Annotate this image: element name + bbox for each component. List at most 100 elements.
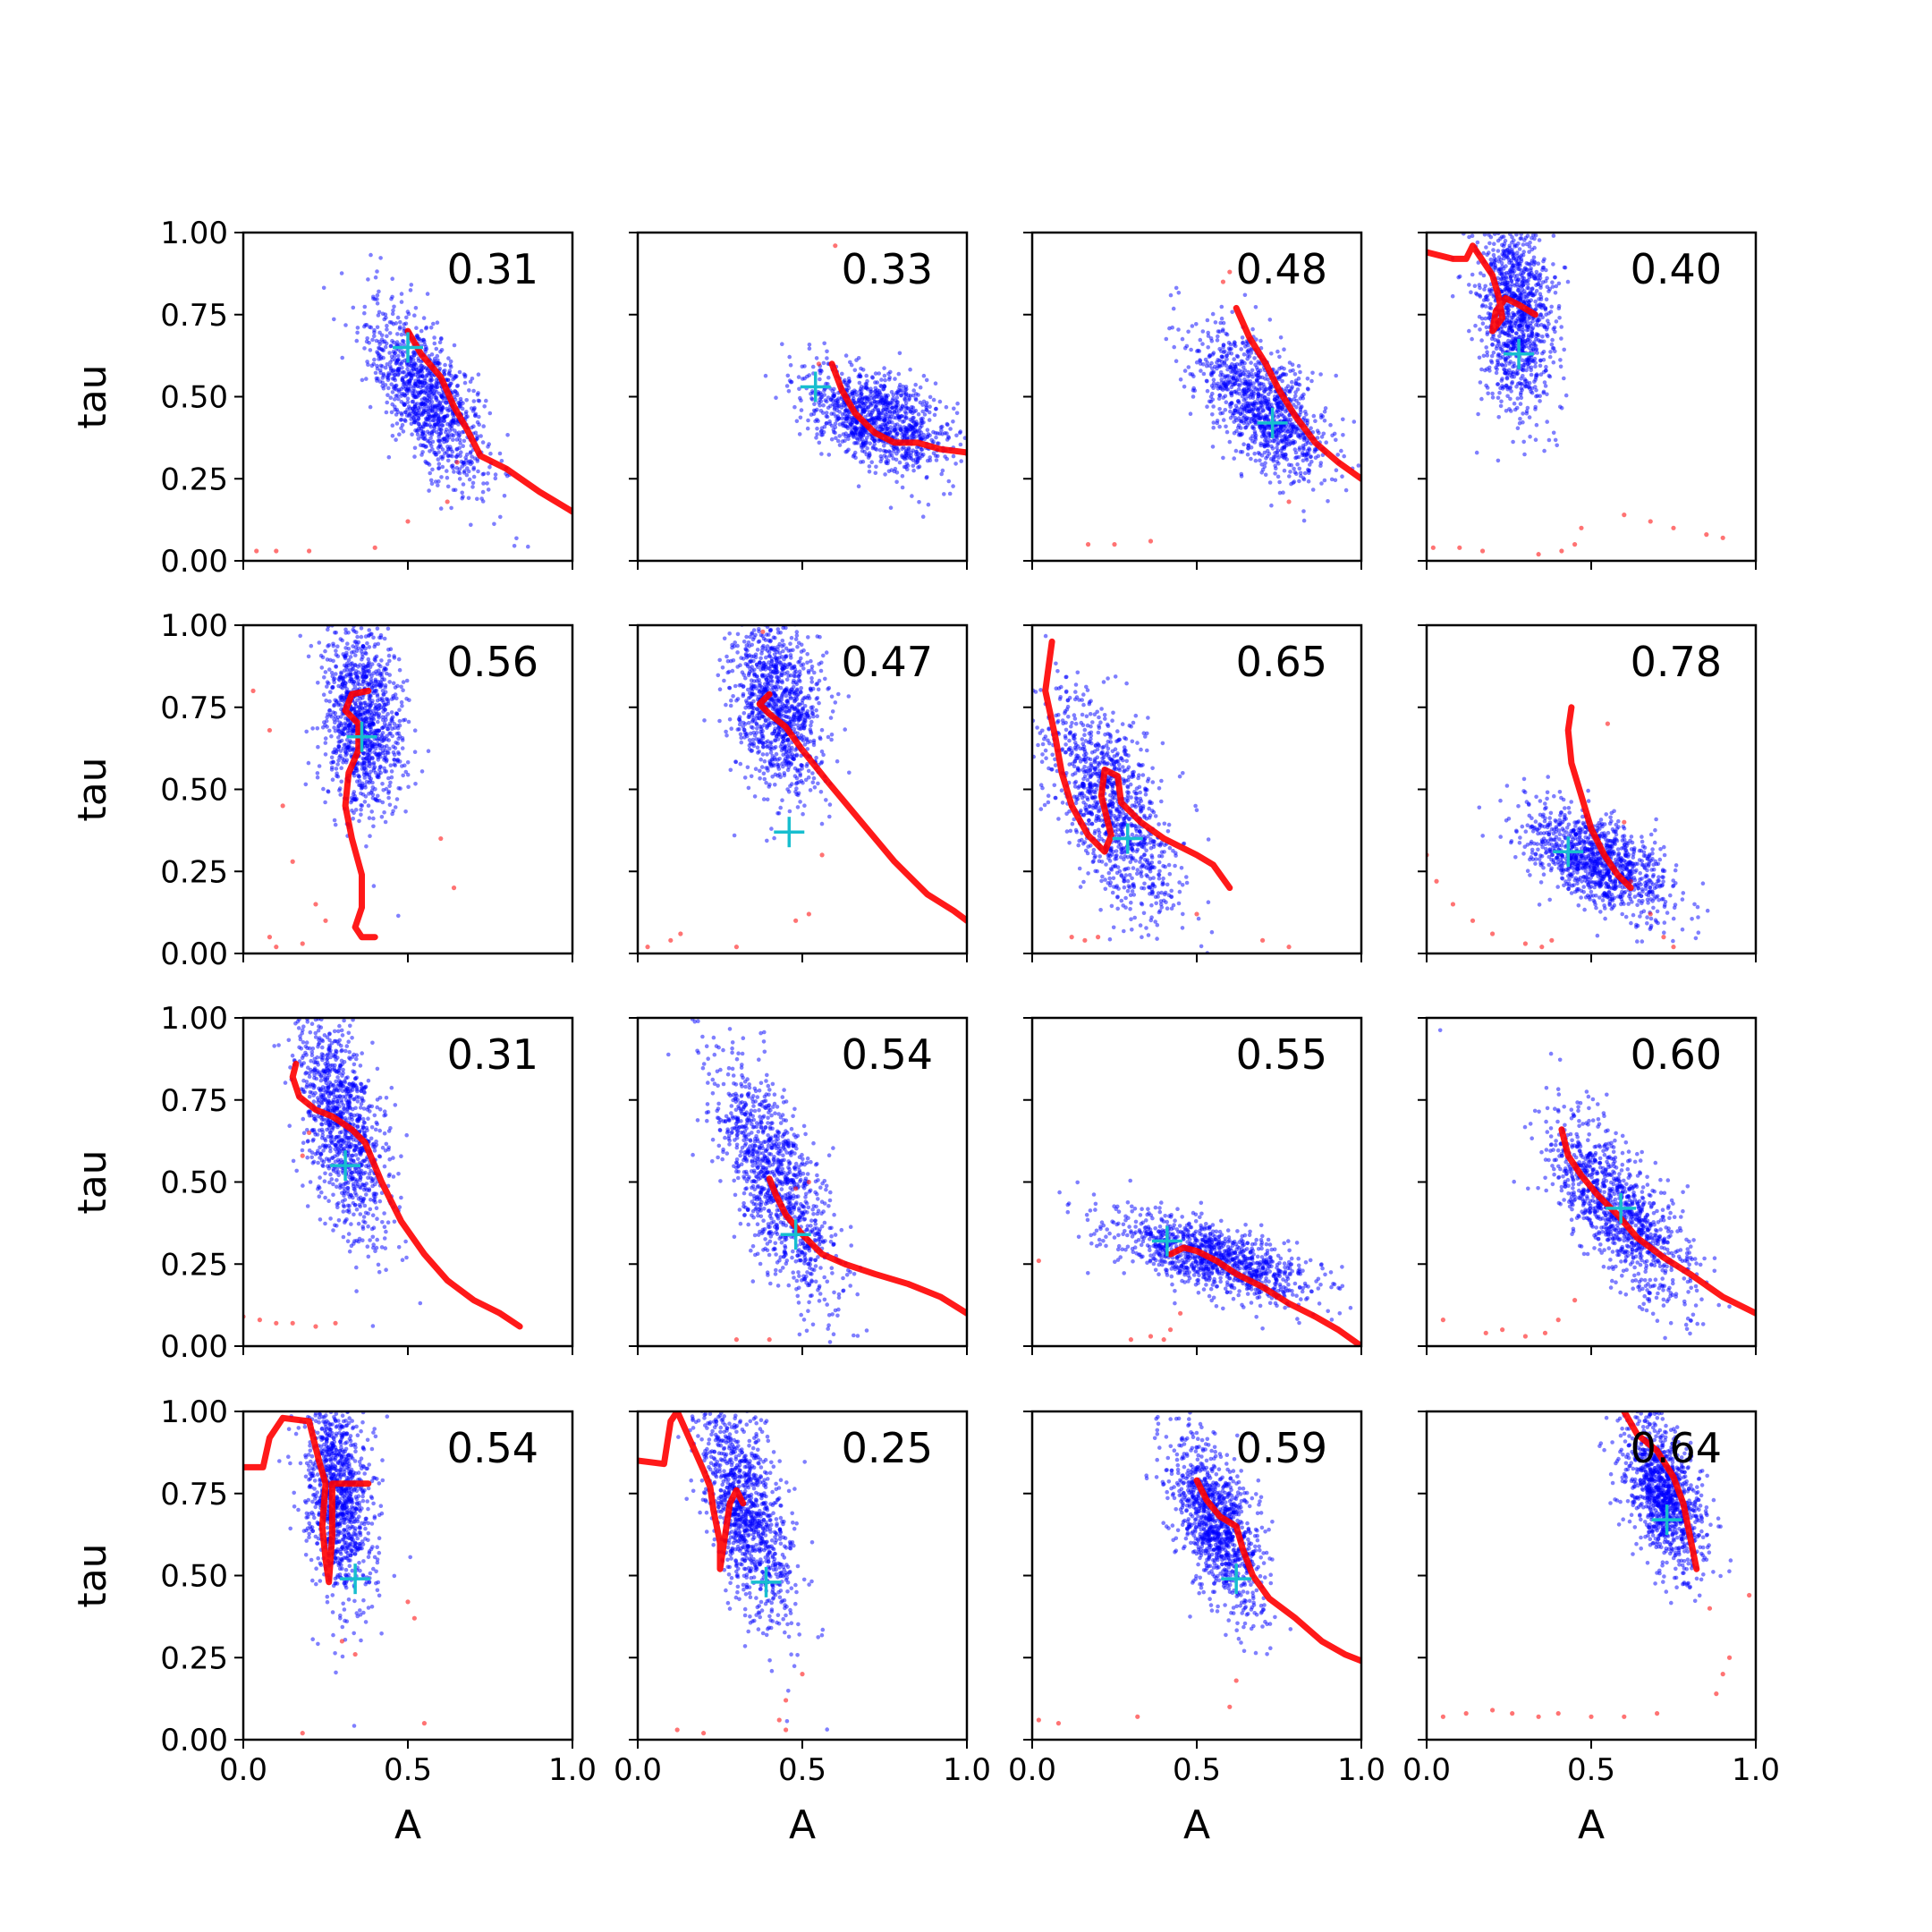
sample-point <box>435 385 440 389</box>
sample-point <box>1480 321 1486 326</box>
sample-point <box>869 436 875 441</box>
sample-point <box>816 419 820 424</box>
sample-point <box>1205 388 1210 394</box>
sample-point <box>931 439 936 445</box>
sample-point <box>875 388 880 393</box>
sample-point <box>853 455 858 460</box>
sample-point <box>403 769 409 775</box>
sample-point <box>1512 238 1516 243</box>
sample-point <box>398 319 402 325</box>
sample-point <box>399 426 403 431</box>
sample-point <box>387 331 393 335</box>
sample-point <box>436 457 441 462</box>
sample-point <box>847 379 852 384</box>
sample-point <box>401 352 405 357</box>
sample-point <box>820 432 825 437</box>
sample-point <box>924 401 929 405</box>
sample-point <box>1505 308 1511 313</box>
sample-point <box>383 383 388 387</box>
sample-point <box>399 394 403 398</box>
sample-point <box>810 397 815 402</box>
sample-point <box>1243 344 1248 349</box>
trace-outlier-point <box>1479 548 1486 554</box>
sample-point <box>1343 487 1349 493</box>
sample-point <box>925 475 929 479</box>
sample-point <box>869 460 874 464</box>
sample-point <box>859 460 863 464</box>
sample-point <box>1488 257 1494 262</box>
sample-point <box>444 428 449 432</box>
sample-point <box>1249 360 1253 365</box>
sample-point <box>372 330 377 335</box>
sample-point <box>339 779 344 784</box>
sample-point <box>390 276 395 282</box>
sample-point <box>1243 396 1249 402</box>
sample-point <box>1189 347 1193 352</box>
sample-point <box>1217 424 1222 429</box>
sample-point <box>1234 362 1240 367</box>
sample-point <box>480 440 486 445</box>
sample-point <box>384 715 388 719</box>
sample-point <box>462 374 468 379</box>
sample-point <box>1313 447 1318 453</box>
sample-point <box>1259 462 1264 467</box>
sample-point <box>323 648 327 654</box>
sample-point <box>920 436 926 440</box>
sample-point <box>840 411 845 417</box>
sample-point <box>1484 294 1488 300</box>
sample-point <box>882 366 886 370</box>
sample-point <box>835 438 841 444</box>
sample-point <box>1500 252 1504 257</box>
sample-point <box>1542 380 1547 385</box>
sample-point <box>894 411 900 417</box>
sample-point <box>1251 381 1256 386</box>
sample-point <box>421 316 427 320</box>
sample-point <box>476 372 481 377</box>
sample-point <box>1514 405 1520 411</box>
sample-point <box>1267 318 1273 322</box>
sample-point <box>357 778 362 784</box>
sample-point <box>364 844 369 849</box>
sample-point <box>477 422 481 428</box>
sample-point <box>315 775 320 780</box>
sample-point <box>365 641 369 646</box>
sample-point <box>843 408 849 412</box>
sample-point <box>1485 330 1490 335</box>
sample-point <box>1219 316 1224 321</box>
sample-point <box>825 356 829 360</box>
sample-point <box>1521 316 1526 321</box>
sample-point <box>911 448 916 453</box>
sample-point <box>1504 376 1510 381</box>
sample-point <box>1277 366 1282 371</box>
sample-point <box>457 470 462 476</box>
sample-point <box>877 371 881 376</box>
sample-point <box>1526 278 1530 283</box>
sample-point <box>1489 353 1495 359</box>
sample-point <box>859 435 863 439</box>
sample-point <box>858 404 863 409</box>
sample-point <box>1520 325 1525 329</box>
sample-point <box>1486 298 1490 302</box>
sample-point <box>1489 336 1495 342</box>
sample-point <box>940 468 945 473</box>
sample-point <box>480 499 486 504</box>
sample-point <box>910 433 914 438</box>
sample-point <box>896 371 902 377</box>
sample-point <box>402 322 407 326</box>
sample-point <box>409 373 413 378</box>
sample-point <box>1523 235 1529 241</box>
sample-point <box>1479 338 1484 343</box>
sample-point <box>1241 352 1247 357</box>
sample-point <box>1198 358 1202 362</box>
sample-point <box>818 391 823 395</box>
sample-point <box>452 470 456 474</box>
sample-point <box>427 412 432 418</box>
sample-point <box>392 656 397 660</box>
sample-point <box>430 439 436 445</box>
sample-point <box>393 373 397 377</box>
sample-point <box>1532 275 1537 281</box>
sample-point <box>1197 349 1202 353</box>
sample-point <box>454 384 460 389</box>
sample-point <box>1510 318 1514 323</box>
sample-point <box>1527 380 1532 386</box>
